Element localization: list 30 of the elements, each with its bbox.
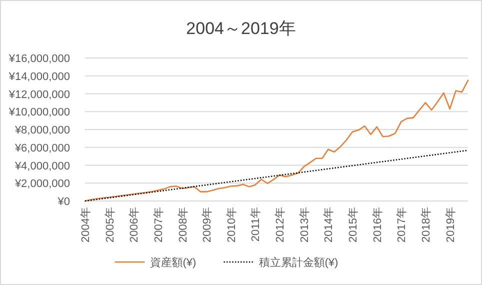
y-tick-label: ¥0 (56, 196, 70, 208)
y-tick-label: ¥16,000,000 (8, 53, 70, 65)
x-tick-label: 2004年 (80, 207, 92, 242)
y-tick-label: ¥14,000,000 (8, 70, 70, 83)
x-tick-label: 2009年 (202, 207, 214, 242)
x-tick-label: 2018年 (420, 207, 432, 242)
x-tick-label: 2015年 (347, 207, 360, 242)
x-tick-label: 2019年 (444, 207, 457, 242)
y-tick-label: ¥8,000,000 (14, 124, 70, 136)
chart-title: 2004～2019年 (186, 19, 296, 38)
y-tick-label: ¥10,000,000 (8, 106, 70, 119)
line-series (84, 80, 469, 202)
line-series (84, 150, 469, 202)
y-tick-label: ¥6,000,000 (14, 142, 70, 154)
x-tick-label: 2005年 (104, 207, 116, 242)
y-tick-label: ¥12,000,000 (8, 88, 70, 101)
x-tick-label: 2016年 (372, 207, 384, 242)
y-tick-label: ¥2,000,000 (14, 178, 70, 190)
y-tick-label: ¥4,000,000 (14, 160, 70, 172)
x-tick-label: 2017年 (396, 207, 408, 242)
legend-label: 資産額(¥) (150, 256, 196, 269)
x-tick-label: 2011年 (250, 207, 262, 242)
x-tick-label: 2013年 (298, 207, 311, 242)
x-tick-label: 2007年 (152, 207, 165, 242)
legend-label: 積立累計金額(¥) (258, 256, 338, 269)
x-tick-label: 2010年 (226, 207, 238, 242)
x-tick-label: 2014年 (323, 207, 336, 242)
x-tick-label: 2012年 (274, 207, 287, 242)
x-tick-label: 2008年 (177, 207, 190, 242)
x-tick-label: 2006年 (128, 207, 141, 242)
